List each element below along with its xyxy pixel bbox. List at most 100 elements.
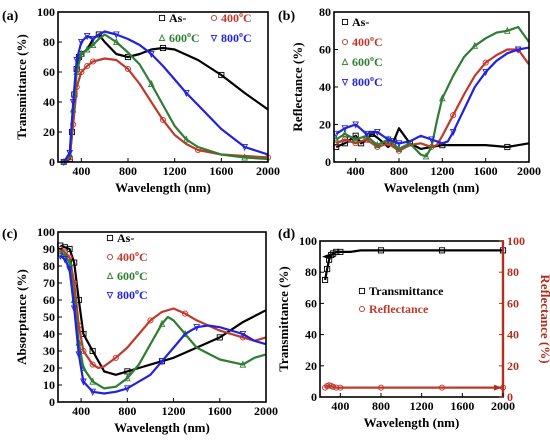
y-axis-label: Absorptance (%) xyxy=(14,269,29,365)
data-point xyxy=(363,130,370,139)
legend: As- 400oC 600oC 800oC xyxy=(341,15,383,89)
data-point xyxy=(216,334,223,341)
data-point xyxy=(332,135,340,143)
data-point xyxy=(352,121,359,129)
y-tick-label: 10 xyxy=(43,378,55,392)
data-point xyxy=(332,130,340,139)
series-3 xyxy=(332,46,530,148)
data-point xyxy=(89,361,96,368)
data-point xyxy=(182,310,189,317)
series-0 xyxy=(60,31,269,166)
x-axis-label: Wavelength (nm) xyxy=(114,420,210,435)
data-point xyxy=(89,388,96,396)
series-line xyxy=(59,254,267,395)
data-point xyxy=(66,149,73,158)
legend-label: As- xyxy=(169,11,186,25)
data-point xyxy=(322,276,329,284)
y-tick-label: 40 xyxy=(43,95,55,109)
data-point xyxy=(78,38,85,47)
data-point xyxy=(193,324,200,332)
data-point xyxy=(61,256,69,264)
data-point xyxy=(83,45,91,53)
data-point xyxy=(439,94,446,102)
y-tick-label: 90 xyxy=(43,242,55,256)
panel-label: (a) xyxy=(2,9,19,24)
x-tick-label: 1600 xyxy=(208,404,232,418)
series-2 xyxy=(57,248,267,390)
x-tick-label: 400 xyxy=(72,164,90,178)
series-0 xyxy=(322,247,507,284)
data-point xyxy=(158,358,166,366)
data-point xyxy=(374,128,381,137)
y-tick-label: 80 xyxy=(43,259,55,273)
legend: Transmittance Reflectance xyxy=(358,284,444,316)
series-line xyxy=(335,25,530,158)
data-point xyxy=(124,385,131,393)
data-point xyxy=(377,247,385,254)
data-point xyxy=(218,71,225,79)
series-line xyxy=(59,251,267,390)
data-point xyxy=(124,374,131,382)
data-point xyxy=(384,136,392,144)
series-3 xyxy=(57,252,267,396)
y-right-tick-label: 0 xyxy=(507,390,513,404)
data-point xyxy=(89,35,97,44)
legend-marker xyxy=(341,57,349,66)
y-right-tick-label: 40 xyxy=(507,328,519,342)
panel-d: (d)400 800 1200 1600 20000204060801000204060… xyxy=(276,227,550,430)
data-point xyxy=(75,351,83,359)
y-tick-label: 40 xyxy=(43,327,55,341)
x-axis-label: Wavelength (nm) xyxy=(115,180,211,195)
data-point xyxy=(112,354,119,361)
legend-label: 400oC xyxy=(352,34,383,49)
plot-frame xyxy=(57,11,269,163)
data-point xyxy=(124,368,131,375)
x-tick-label: 400 xyxy=(72,404,90,418)
data-point xyxy=(78,68,85,76)
legend-label: 800oC xyxy=(352,74,383,89)
y-tick-label: 70 xyxy=(43,276,55,290)
data-point xyxy=(363,131,370,139)
x-tick-label: 2000 xyxy=(491,399,515,413)
x-tick-label: 1200 xyxy=(410,399,434,413)
data-point xyxy=(113,37,120,46)
legend-label: 600oC xyxy=(352,54,383,69)
legend: As- 400oC 600oC 800oC xyxy=(106,231,148,302)
y-tick-label: 100 xyxy=(37,5,55,19)
legend-label: 400oC xyxy=(221,10,252,25)
y-tick-label: 40 xyxy=(319,80,331,94)
series-line xyxy=(63,33,269,163)
data-point xyxy=(113,31,120,39)
data-point xyxy=(69,98,77,107)
legend-marker xyxy=(341,18,349,26)
data-point xyxy=(374,140,381,149)
y-axis-label: Transmittance (%) xyxy=(14,34,29,140)
y-tick-label: 20 xyxy=(305,359,317,373)
data-point xyxy=(241,143,248,152)
legend-marker xyxy=(158,14,166,22)
data-point xyxy=(482,68,489,77)
x-tick-label: 1600 xyxy=(450,399,474,413)
data-point xyxy=(395,144,403,152)
y-tick-label: 0 xyxy=(49,155,55,169)
left-arrow-head xyxy=(322,253,330,260)
legend-marker xyxy=(341,38,349,46)
y-tick-label: 100 xyxy=(299,234,317,248)
y-right-tick-label: 80 xyxy=(507,265,519,279)
data-point xyxy=(95,31,102,38)
x-tick-label: 800 xyxy=(390,164,408,178)
y-tick-label: 60 xyxy=(319,43,331,57)
legend-marker xyxy=(341,78,349,87)
data-point xyxy=(450,112,457,119)
data-point xyxy=(78,49,85,58)
y-right-tick-label: 100 xyxy=(507,234,525,248)
legend-marker xyxy=(106,253,114,261)
y-right-tick-label: 20 xyxy=(507,359,519,373)
legend-marker xyxy=(358,287,366,295)
legend-marker xyxy=(210,34,218,43)
legend: As- 400oC 600oC 800oC xyxy=(158,10,252,45)
data-point xyxy=(148,50,155,59)
series-line xyxy=(324,249,503,281)
x-tick-label: 800 xyxy=(372,399,390,413)
data-point xyxy=(341,129,349,137)
